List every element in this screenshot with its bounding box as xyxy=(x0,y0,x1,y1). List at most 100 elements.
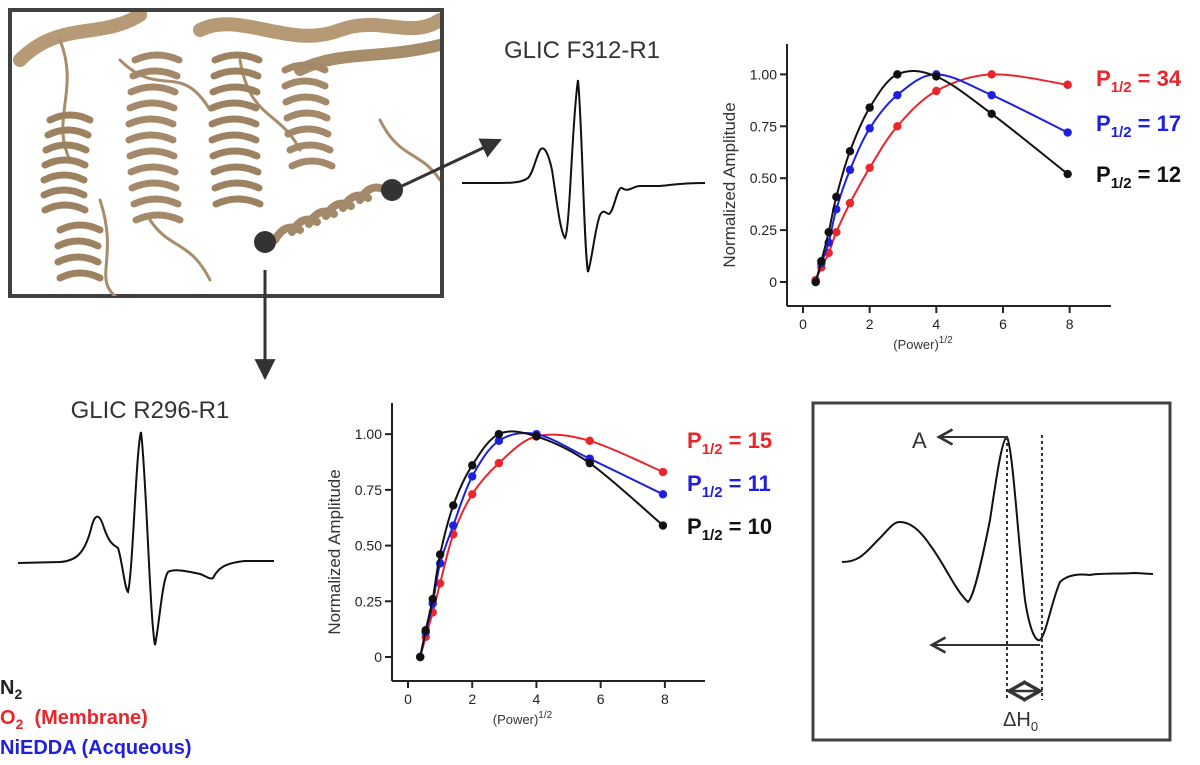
legend-o2-sub: 2 xyxy=(15,716,24,732)
x-axis-label: (Power)1/2 xyxy=(893,335,953,352)
x-tick-label: 4 xyxy=(932,316,940,332)
legend-n2-sub: 2 xyxy=(14,686,23,702)
label-delta-h: ΔH0 xyxy=(1003,709,1038,734)
legend-item-niedda: NiEDDA (Acqueous) xyxy=(0,736,191,760)
p-half-label-sub: 1/2 xyxy=(1111,175,1132,192)
inset-panel: A ΔH0 xyxy=(811,401,1172,742)
label-a: A xyxy=(912,428,927,453)
data-point xyxy=(932,72,941,81)
plot-bottom: 0 0.25 0.50 0.75 1.00 0 2 4 6 8 Normalized Amplitu… xyxy=(325,403,772,727)
data-point xyxy=(845,165,855,175)
p-half-label: P1/2 = 12 xyxy=(1096,162,1181,192)
p-half-label-sub: 1/2 xyxy=(702,484,723,501)
data-point xyxy=(832,227,841,237)
p-half-label-value: 15 xyxy=(748,428,772,453)
label-delta-h-main: ΔH xyxy=(1003,709,1031,731)
data-point xyxy=(865,124,874,133)
label-delta-h-sub: 0 xyxy=(1031,719,1038,734)
data-point xyxy=(893,122,902,131)
data-point xyxy=(658,467,668,477)
p-half-label-value: 34 xyxy=(1157,66,1182,91)
x-tick-label: 4 xyxy=(533,691,541,707)
p-half-label-sub: 1/2 xyxy=(702,441,723,458)
data-point xyxy=(435,579,445,588)
data-point xyxy=(585,436,594,446)
y-tick-label: 0 xyxy=(374,649,382,665)
p-half-label-p: P xyxy=(687,428,702,453)
y-tick-label: 1.00 xyxy=(355,426,382,442)
arrow-to-f312 xyxy=(401,138,502,188)
data-point xyxy=(987,90,996,100)
spin-label-site-r296 xyxy=(254,231,276,253)
data-point xyxy=(893,90,902,100)
data-point xyxy=(987,70,996,79)
x-axis-label-main: (Power) xyxy=(493,712,539,727)
legend-o2-suffix: (Membrane) xyxy=(23,707,148,729)
y-tick-label: 0.75 xyxy=(750,118,777,134)
data-point xyxy=(865,103,874,112)
data-point xyxy=(494,436,504,446)
plot-top: 0 0.25 0.50 0.75 1.00 0 2 4 6 8 Normalized Amplitu… xyxy=(720,44,1182,352)
p-half-label-sub: 1/2 xyxy=(702,527,723,544)
data-point xyxy=(987,109,996,119)
series-line xyxy=(814,73,1069,283)
data-point xyxy=(811,277,820,287)
x-axis-label: (Power)1/2 xyxy=(493,710,553,727)
x-tick-label: 0 xyxy=(799,316,807,332)
p-half-label-eq: = xyxy=(1132,111,1157,136)
p-half-label: P1/2 = 34 xyxy=(1096,66,1182,96)
p-half-label-eq: = xyxy=(1132,66,1157,91)
data-point xyxy=(421,626,430,635)
series-line xyxy=(814,73,1068,281)
p-half-label-p: P xyxy=(1096,111,1111,136)
data-point xyxy=(932,86,941,96)
series-line xyxy=(419,430,664,658)
p-half-label-sub: 1/2 xyxy=(1111,124,1132,141)
data-point xyxy=(817,257,826,266)
protein-structure-panel xyxy=(8,8,444,298)
p-half-label: P1/2 = 11 xyxy=(687,471,771,501)
legend-o2-main: O xyxy=(0,707,16,729)
data-point xyxy=(865,163,874,173)
epr-spectrum-r296 xyxy=(17,431,274,646)
data-point xyxy=(824,227,833,237)
x-tick-label: 2 xyxy=(468,691,476,707)
data-point xyxy=(532,432,541,441)
data-point xyxy=(585,458,594,468)
x-tick-label: 0 xyxy=(404,691,412,707)
series-line xyxy=(814,70,1069,283)
data-point xyxy=(1063,80,1072,89)
data-point xyxy=(494,429,504,439)
y-tick-label: 1.00 xyxy=(750,66,777,82)
legend: N2 O2 (Membrane) NiEDDA (Acqueous) xyxy=(0,676,191,760)
data-point xyxy=(1063,128,1072,137)
p-half-label-value: 17 xyxy=(1157,111,1181,136)
legend-item-n2: N2 xyxy=(0,676,191,706)
epr-spectrum-f312 xyxy=(462,79,706,273)
data-point xyxy=(893,70,902,79)
data-point xyxy=(449,521,458,530)
p-half-label-p: P xyxy=(1096,162,1111,187)
x-tick-label: 8 xyxy=(661,691,669,707)
data-point xyxy=(845,198,855,208)
p-half-label-eq: = xyxy=(1132,162,1157,187)
y-axis-label: Normalized Amplitude xyxy=(325,469,344,634)
y-tick-label: 0.50 xyxy=(750,170,777,186)
x-axis-label-sup: 1/2 xyxy=(538,710,552,721)
p-half-label: P1/2 = 10 xyxy=(687,514,772,544)
p-half-label-value: 12 xyxy=(1157,162,1181,187)
spin-label-site-f312 xyxy=(381,179,403,201)
series-line xyxy=(419,431,664,658)
data-point xyxy=(449,501,458,510)
p-half-label-sub: 1/2 xyxy=(1111,79,1132,96)
y-axis-label: Normalized Amplitude xyxy=(720,102,739,267)
y-tick-label: 0.25 xyxy=(355,593,382,609)
title-f312: GLIC F312-R1 xyxy=(504,37,660,64)
data-point xyxy=(658,490,668,499)
legend-item-o2: O2 (Membrane) xyxy=(0,706,191,736)
data-point xyxy=(468,461,477,470)
data-point xyxy=(468,472,477,481)
p-half-label-eq: = xyxy=(723,514,748,539)
x-axis-label-sup: 1/2 xyxy=(939,335,953,346)
